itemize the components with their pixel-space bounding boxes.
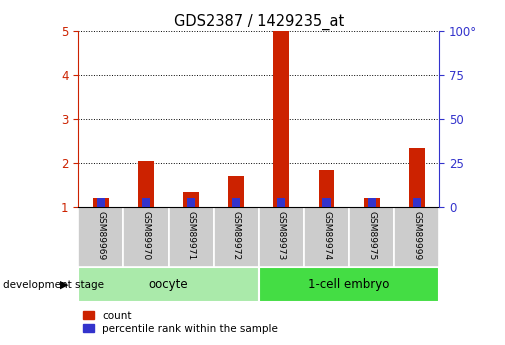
Bar [413, 198, 421, 207]
Text: GSM89999: GSM89999 [412, 211, 421, 260]
Text: 1-cell embryo: 1-cell embryo [309, 278, 390, 291]
Bar [78, 267, 259, 302]
Text: GSM89975: GSM89975 [367, 211, 376, 260]
Bar [277, 198, 285, 207]
Bar [93, 198, 109, 207]
Bar [183, 191, 199, 207]
Bar [409, 148, 425, 207]
Bar [169, 207, 214, 267]
Text: ▶: ▶ [60, 280, 68, 289]
Bar [78, 207, 123, 267]
Bar [187, 198, 195, 207]
Bar [274, 31, 289, 207]
Text: GSM89970: GSM89970 [141, 211, 150, 260]
Bar [368, 198, 376, 207]
Text: GSM89974: GSM89974 [322, 211, 331, 260]
Bar [232, 198, 240, 207]
Bar [319, 170, 334, 207]
Text: development stage: development stage [3, 280, 104, 289]
Bar [214, 207, 259, 267]
Bar [259, 267, 439, 302]
Text: GSM89971: GSM89971 [187, 211, 195, 260]
Text: GSM89973: GSM89973 [277, 211, 286, 260]
Bar [349, 207, 394, 267]
Text: oocyte: oocyte [149, 278, 188, 291]
Bar [123, 207, 169, 267]
Bar [138, 161, 154, 207]
Bar [259, 207, 304, 267]
Bar [97, 198, 105, 207]
Bar [394, 207, 439, 267]
Legend: count, percentile rank within the sample: count, percentile rank within the sample [83, 310, 278, 334]
Bar [323, 198, 331, 207]
Bar [364, 198, 380, 207]
Text: GSM89972: GSM89972 [232, 211, 241, 260]
Bar [304, 207, 349, 267]
Bar [228, 176, 244, 207]
Bar [142, 198, 150, 207]
Title: GDS2387 / 1429235_at: GDS2387 / 1429235_at [174, 13, 344, 30]
Text: GSM89969: GSM89969 [96, 211, 106, 260]
